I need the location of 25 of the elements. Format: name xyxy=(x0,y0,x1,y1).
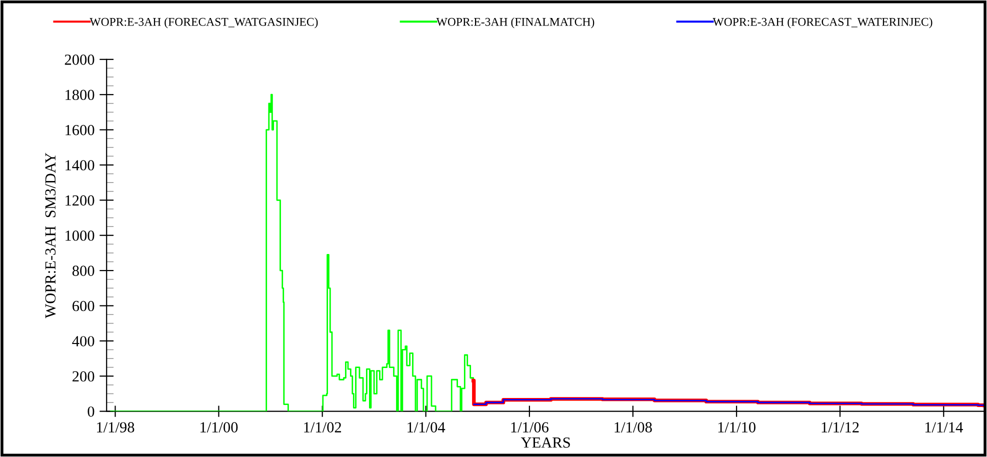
x-tick-label: 1/1/06 xyxy=(511,422,549,432)
legend-label: WOPR:E-3AH (FINALMATCH) xyxy=(436,18,594,28)
x-tick-label: 1/1/10 xyxy=(718,422,756,432)
x-tick-label: 1/1/02 xyxy=(304,422,342,432)
y-tick-label: 1000 xyxy=(66,230,94,241)
y-tick-label: 2000 xyxy=(64,54,94,65)
y-tick-label: 1800 xyxy=(66,90,94,100)
y-tick-label: 400 xyxy=(72,336,94,346)
x-tick-label: 1/1/14 xyxy=(925,422,963,432)
x-tick-label: 1/1/98 xyxy=(97,422,134,432)
y-tick-label: 800 xyxy=(72,266,94,276)
legend-label: WOPR:E-3AH (FORECAST_WATGASINJEC) xyxy=(90,18,318,28)
y-tick-label: 1200 xyxy=(66,195,94,206)
x-axis-title: YEARS xyxy=(520,437,570,448)
x-tick-label: 1/1/04 xyxy=(408,422,446,432)
y-tick-label: 1400 xyxy=(66,160,94,170)
legend-label: WOPR:E-3AH (FORECAST_WATERINJEC) xyxy=(712,18,932,28)
y-tick-label: 0 xyxy=(88,406,94,417)
y-axis-title: WOPR:E-3AH SM3/DAY xyxy=(45,152,56,318)
y-tick-label: 200 xyxy=(72,371,94,382)
x-tick-label: 1/1/00 xyxy=(200,422,238,432)
y-tick-label: 1600 xyxy=(66,124,94,136)
x-tick-label: 1/1/08 xyxy=(614,422,652,432)
x-tick-label: 1/1/12 xyxy=(822,422,859,432)
y-tick-label: 600 xyxy=(72,300,94,312)
